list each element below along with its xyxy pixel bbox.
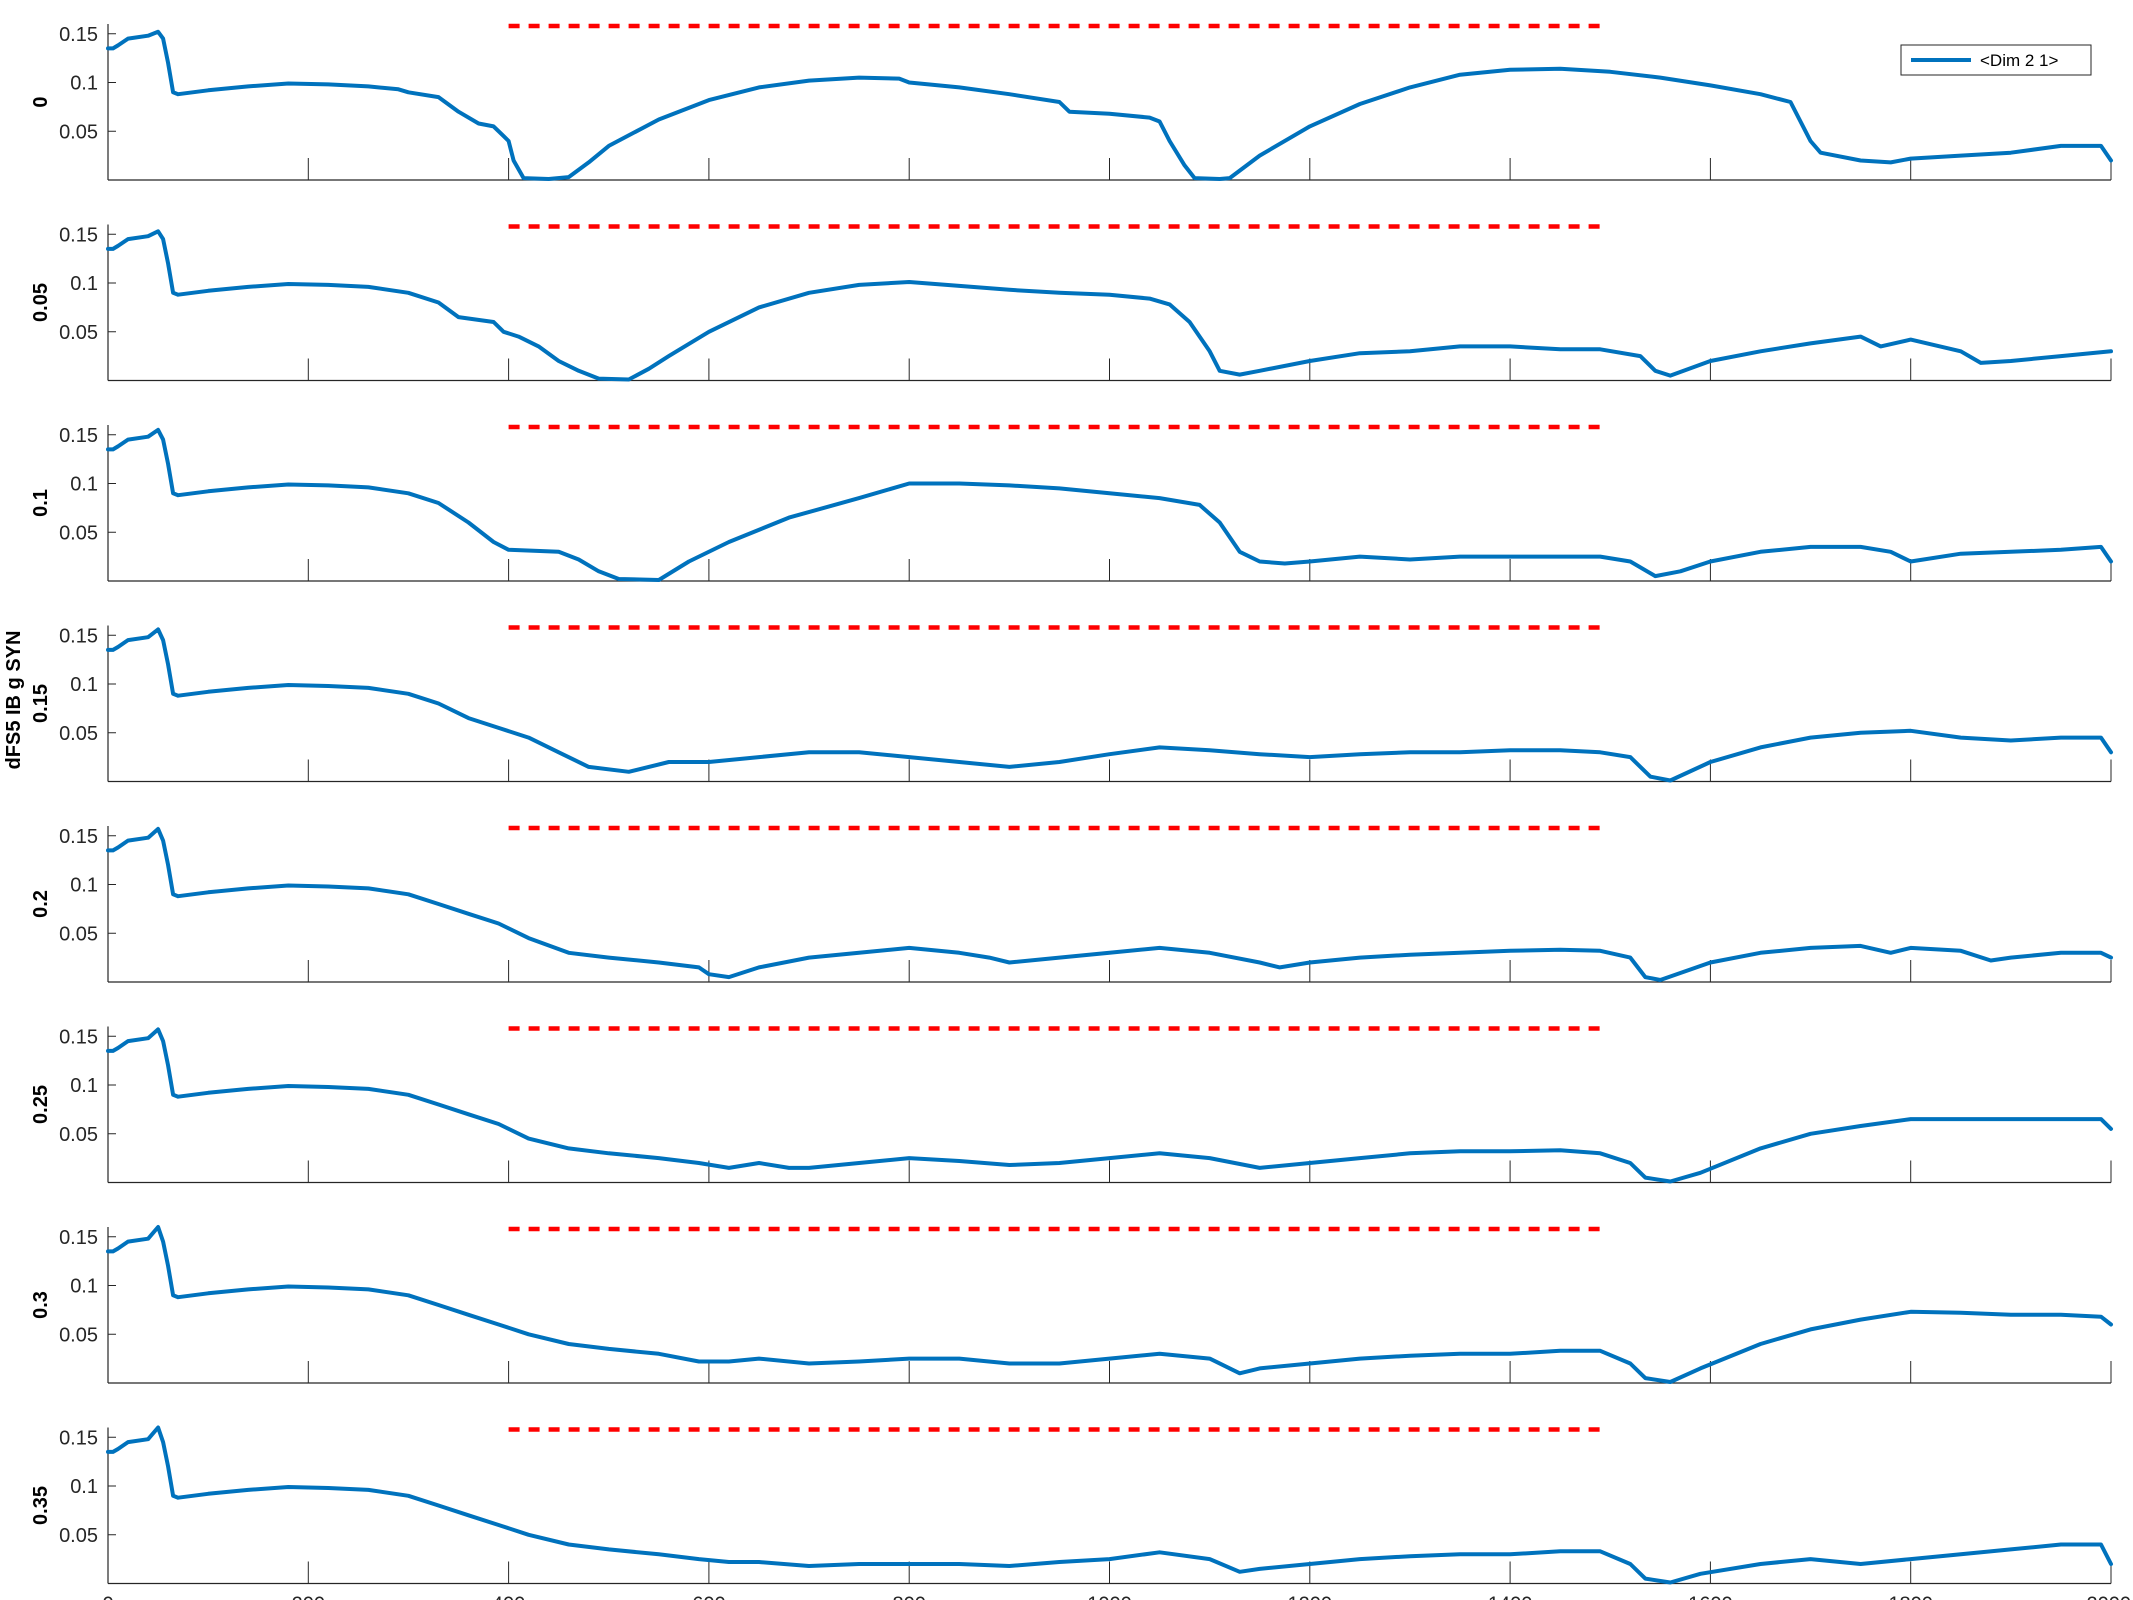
panel-1: 0.05 0.1 0.15 0.05 [30,224,2113,382]
series-line [106,826,2113,982]
panel-label: 0.05 [30,283,52,322]
series-line [106,29,2113,181]
series-line [106,229,2113,382]
legend-label: <Dim 2 1> [1980,51,2058,70]
panel-6: 0.05 0.1 0.15 0.3 [30,1225,2113,1384]
y-tick-label: 0.15 [59,625,98,647]
x-tick-label: 1400 [1488,1594,1533,1600]
y-tick-label: 0.05 [59,1525,98,1547]
figure-ylabel: dFS5 IB g SYN [3,631,25,770]
series-line [106,627,2113,783]
y-tick-label: 0.15 [59,1427,98,1449]
x-tick-label: 1200 [1288,1594,1333,1600]
y-tick-label: 0.05 [59,1324,98,1346]
series-line [106,1027,2113,1184]
panel-2: 0.05 0.1 0.15 0.1 [30,424,2113,582]
panel-label: 0.35 [30,1486,52,1525]
y-tick-label: 0.15 [59,1227,98,1249]
y-tick-label: 0.1 [70,1476,98,1498]
y-tick-label: 0.1 [70,1075,98,1097]
y-tick-label: 0.1 [70,273,98,295]
panel-label: 0.3 [30,1291,52,1319]
panel-0: 0.05 0.1 0.15 0 [30,23,2113,181]
x-tick-label: 2000 [2087,1594,2132,1600]
panel-label: 0.2 [30,890,52,918]
y-tick-label: 0.1 [70,1276,98,1298]
x-tick-label: 600 [692,1594,725,1600]
series-line [106,1225,2113,1384]
panel-3: 0.05 0.1 0.15 0.15 [30,625,2113,783]
y-tick-label: 0.05 [59,1124,98,1146]
y-tick-label: 0.1 [70,73,98,95]
y-tick-label: 0.15 [59,24,98,46]
panel-label: 0.25 [30,1085,52,1124]
panel-7: 0.05 0.1 0.15 0 200 400 600 800 1000 1200 1400 1600… [30,1425,2132,1600]
x-tick-label: 1000 [1087,1594,1132,1600]
y-tick-label: 0.15 [59,826,98,848]
y-tick-label: 0.15 [59,425,98,447]
y-tick-label: 0.05 [59,121,98,143]
x-tick-label: 200 [292,1594,325,1600]
y-tick-label: 0.05 [59,522,98,544]
x-tick-label: 0 [102,1594,113,1600]
legend: <Dim 2 1> [1900,44,2092,76]
panels: 0.050.10.1500.050.10.150.050.050.10.150.… [30,23,2132,1600]
series-line [106,427,2113,582]
x-tick-label: 1800 [1888,1594,1933,1600]
y-tick-label: 0.1 [70,474,98,496]
y-tick-label: 0.15 [59,1026,98,1048]
series-line [106,1425,2113,1585]
y-tick-label: 0.05 [59,923,98,945]
panel-4: 0.05 0.1 0.15 0.2 [30,825,2113,983]
panel-label: 0 [30,96,52,107]
x-tick-label: 1600 [1688,1594,1733,1600]
y-tick-label: 0.1 [70,875,98,897]
x-tick-label: 400 [492,1594,525,1600]
x-tick-label: 800 [893,1594,926,1600]
y-tick-label: 0.05 [59,723,98,745]
panel-label: 0.1 [30,489,52,517]
panel-label: 0.15 [30,684,52,723]
y-tick-label: 0.05 [59,322,98,344]
y-tick-label: 0.1 [70,674,98,696]
panel-5: 0.05 0.1 0.15 0.25 [30,1026,2113,1184]
y-tick-label: 0.15 [59,224,98,246]
